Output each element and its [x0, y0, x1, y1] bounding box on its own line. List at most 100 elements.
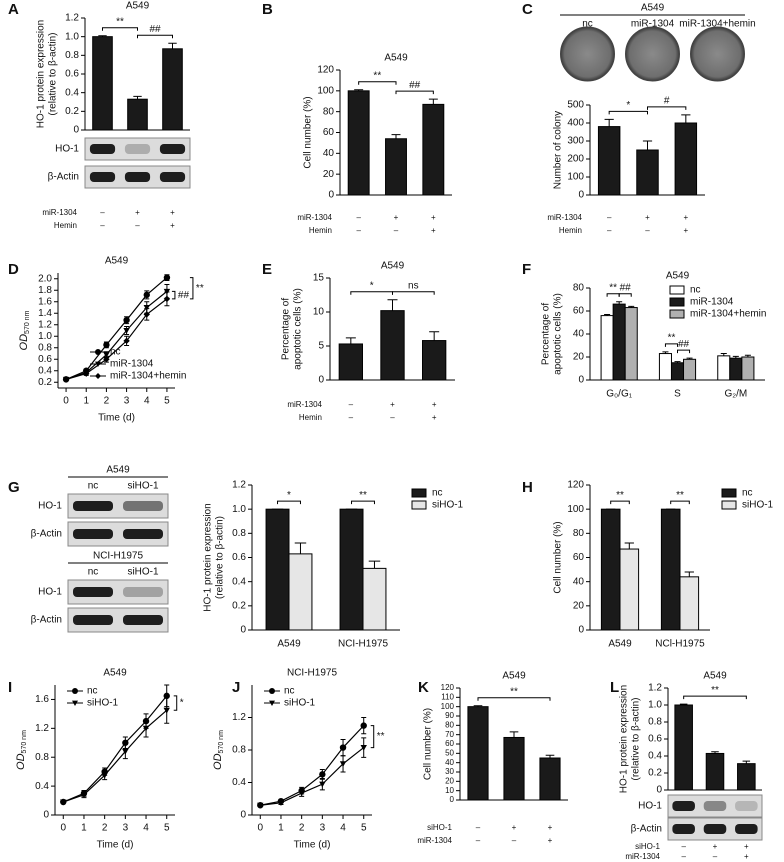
x-tick-label: 4: [143, 823, 149, 834]
error-bar: [345, 337, 356, 344]
series-line: [65, 277, 168, 380]
significance-label: ##: [409, 80, 421, 91]
y-tick-label: 120: [317, 65, 334, 76]
significance-bracket: [683, 695, 747, 700]
bar: [624, 307, 638, 381]
point: [60, 799, 67, 806]
bar: [636, 149, 659, 196]
condition-sign: –: [356, 226, 361, 235]
error-bar: [391, 134, 401, 139]
blot-band: [124, 172, 151, 182]
condition-sign: –: [645, 226, 650, 235]
condition-sign: –: [135, 221, 140, 230]
blot-band: [735, 824, 758, 834]
panel-letter: F: [522, 261, 531, 278]
panel-letter: D: [8, 261, 19, 278]
significance-label: *: [287, 490, 291, 501]
chart-title: A549: [666, 271, 690, 282]
bar: [705, 752, 725, 791]
y-tick-label: 1.4: [38, 308, 52, 319]
x-tick-label: 3: [320, 823, 326, 834]
condition-label: miR-1304: [417, 836, 452, 845]
lane-label: siHO-1: [127, 481, 159, 492]
legend-label: nc: [87, 686, 98, 697]
significance-bracket: [608, 110, 648, 115]
point: [123, 327, 130, 334]
x-tick-label: 1: [83, 396, 89, 407]
condition-label: miR-1304: [625, 852, 660, 861]
legend-label: nc: [284, 686, 295, 697]
significance-label: **: [377, 731, 385, 742]
condition-label: miR-1304: [42, 208, 77, 217]
blot-band: [159, 172, 186, 182]
blot-title: A549: [106, 465, 130, 476]
y-axis-title-sub: 570 nm: [24, 310, 31, 334]
point: [360, 722, 367, 729]
y-tick-label: 120: [441, 683, 455, 692]
x-tick-label: G₂/M: [724, 389, 747, 400]
condition-label: Hemin: [309, 226, 332, 235]
legend-swatch: [411, 500, 427, 510]
legend-label: nc: [432, 488, 443, 499]
error-bar: [684, 571, 694, 577]
y-tick-label: 1.2: [38, 319, 52, 330]
x-tick-label: 3: [123, 823, 129, 834]
y-axis-title: OD570 nm: [18, 310, 31, 350]
bar: [597, 126, 621, 196]
point: [298, 790, 305, 797]
error-bar: [340, 738, 346, 757]
y-axis-title: Cell number (%): [553, 521, 564, 593]
legend-marker: [95, 373, 101, 379]
error-bar: [604, 118, 614, 127]
bar: [422, 103, 445, 196]
condition-sign: –: [681, 842, 686, 851]
condition-sign: +: [713, 842, 718, 851]
legend-label: nc: [690, 285, 701, 296]
x-tick-label: NCl-H1975: [655, 639, 705, 650]
point: [62, 376, 70, 383]
colony-plate: [560, 26, 615, 82]
y-tick-label: 0.8: [35, 752, 49, 763]
point: [83, 370, 90, 377]
significance-label: ##: [149, 24, 161, 35]
bar: [380, 310, 405, 381]
error-bar: [164, 696, 170, 724]
y-tick-label: 80: [573, 283, 585, 294]
y-tick-label: 80: [323, 106, 335, 117]
condition-sign: –: [349, 413, 354, 422]
blot-label: β-Actin: [31, 615, 62, 626]
error-bar: [354, 89, 364, 91]
condition-sign: +: [394, 213, 399, 222]
significance-label: **: [609, 282, 617, 293]
bar: [679, 576, 700, 631]
point: [257, 802, 264, 809]
y-tick-label: 30: [445, 767, 454, 776]
y-tick-label: 90: [445, 711, 454, 720]
y-tick-label: 1.0: [232, 504, 246, 515]
legend-label: miR-1304+hemin: [690, 309, 766, 320]
y-tick-label: 100: [317, 85, 334, 96]
y-tick-label: 0: [656, 785, 662, 796]
lane-label: nc: [88, 567, 99, 578]
panel-letter: C: [522, 1, 533, 18]
legend-label: nc: [742, 488, 753, 499]
error-bar: [744, 354, 751, 357]
significance-label: **: [196, 283, 204, 294]
legend-label: siHO-1: [742, 500, 774, 511]
blot-band: [123, 529, 163, 539]
condition-label: miR-1304: [297, 213, 332, 222]
y-tick-label: 0: [328, 190, 334, 201]
point: [143, 311, 150, 318]
legend-swatch: [669, 297, 685, 307]
legend-label: miR-1304: [110, 359, 154, 370]
point: [319, 781, 326, 788]
blot-band: [124, 144, 151, 154]
point: [143, 291, 150, 299]
point: [101, 772, 108, 779]
panel-letter: I: [8, 679, 12, 696]
condition-sign: –: [607, 226, 612, 235]
y-tick-label: 60: [323, 127, 335, 138]
error-bar: [473, 705, 483, 707]
legend-marker: [72, 700, 78, 706]
y-axis-title: (relative to β-actin): [48, 33, 59, 116]
